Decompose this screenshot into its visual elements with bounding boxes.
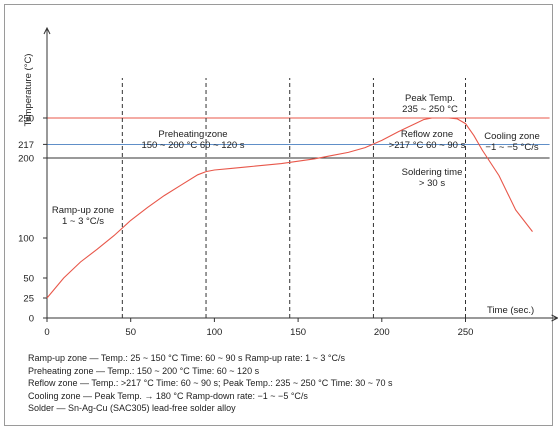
annotation-soldering-1: > 30 s (419, 178, 445, 189)
y-tick-label-217: 217 (18, 140, 34, 151)
y-axis-arrow (43, 26, 51, 35)
legend-line-1: Preheating zone — Temp.: 150 ~ 200 °C Ti… (28, 365, 260, 376)
x-tick-label-250: 250 (458, 327, 474, 338)
y-tick-label-200: 200 (18, 154, 34, 165)
annotation-soldering-0: Soldering time (402, 167, 463, 178)
legend-line-3: Cooling zone — Peak Temp. → 180 °C Ramp-… (28, 390, 308, 401)
y-axis-label: Temperature (°C) (23, 54, 34, 127)
annotation-reflow-1: >217 °C 60 ~ 90 s (389, 140, 466, 151)
y-tick-label-50: 50 (23, 274, 34, 285)
legend-line-0: Ramp-up zone — Temp.: 25 ~ 150 °C Time: … (28, 353, 345, 363)
y-tick-label-250: 250 (18, 114, 34, 125)
x-tick-label-50: 50 (125, 327, 136, 338)
annotation-reflow-0: Reflow zone (401, 129, 453, 140)
annotation-peak-0: Peak Temp. (405, 93, 455, 104)
x-tick-label-0: 0 (44, 327, 49, 338)
y-tick-label-0: 0 (29, 314, 34, 325)
x-axis-label: Time (sec.) (487, 305, 534, 316)
legend-line-2: Reflow zone — Temp.: >217 °C Time: 60 ~ … (28, 378, 393, 389)
annotation-ramp-1: 1 ~ 3 °C/s (62, 216, 104, 227)
chart-frame (4, 4, 553, 426)
x-tick-label-200: 200 (374, 327, 390, 338)
y-tick-label-100: 100 (18, 234, 34, 245)
legend-line-4: Solder — Sn-Ag-Cu (SAC305) lead-free sol… (28, 403, 236, 414)
temperature-profile-line (46, 117, 533, 299)
annotation-cooling-1: −1 ~ −5 °C/s (485, 142, 538, 153)
x-tick-label-100: 100 (206, 327, 222, 338)
annotation-preheat-0: Preheating zone (158, 129, 227, 140)
annotation-ramp-0: Ramp-up zone (52, 205, 114, 216)
y-tick-label-25: 25 (23, 294, 34, 305)
annotation-preheat-1: 150 ~ 200 °C 60 ~ 120 s (141, 140, 244, 151)
annotation-cooling-0: Cooling zone (484, 131, 539, 142)
zone-legend: Ramp-up zone — Temp.: 25 ~ 150 °C Time: … (28, 352, 538, 415)
x-tick-label-150: 150 (290, 327, 306, 338)
annotation-peak-1: 235 ~ 250 °C (402, 104, 458, 115)
